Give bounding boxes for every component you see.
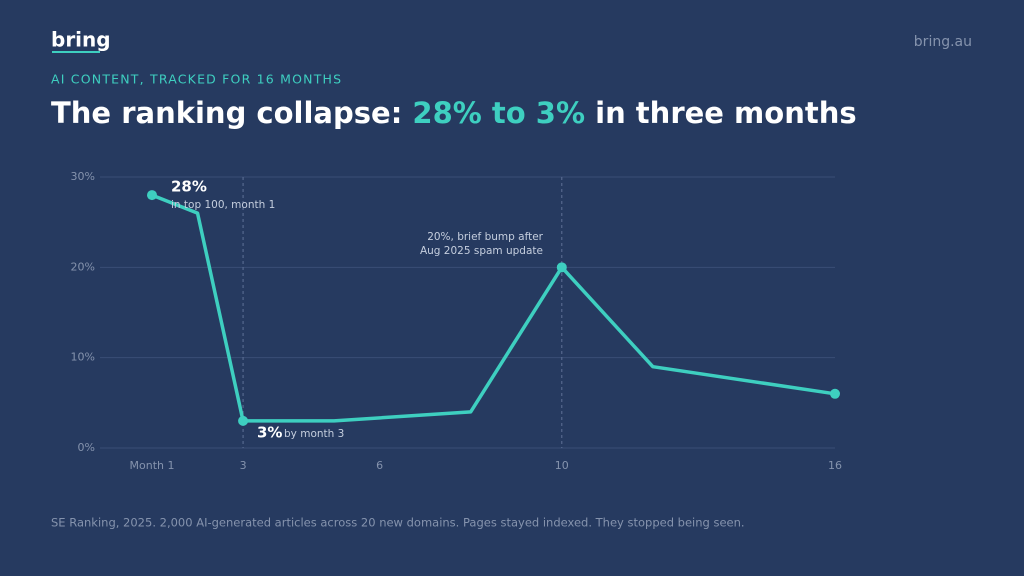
marker — [147, 190, 157, 201]
x-tick-label: 6 — [376, 459, 383, 472]
y-tick-label: 30% — [71, 170, 95, 183]
y-tick-label: 20% — [71, 260, 95, 273]
annotation-label: 28% — [171, 178, 207, 196]
marker — [238, 415, 249, 426]
title-part: The ranking collapse: — [51, 96, 412, 130]
annotation-note: Aug 2025 spam update — [420, 245, 543, 257]
title-highlight: 28% to 3% — [412, 96, 585, 130]
source: SE Ranking, 2025. 2,000 AI-generated art… — [51, 516, 745, 530]
y-tick-label: 0% — [78, 441, 95, 454]
x-tick-label: Month 1 — [130, 459, 175, 472]
plot: 0% 10% 20% 30% Month 1 3 6 10 16 — [71, 170, 842, 472]
logo: bring — [51, 28, 111, 52]
chart-title: The ranking collapse: 28% to 3% in three… — [51, 96, 857, 130]
x-tick-label: 3 — [240, 459, 247, 472]
x-tick-label: 10 — [555, 459, 569, 472]
annotation-note: 20%, brief bump after — [427, 231, 543, 243]
y-tick-label: 10% — [71, 351, 95, 364]
marker — [830, 388, 840, 399]
chart-subtitle: AI CONTENT, TRACKED FOR 16 MONTHS — [51, 72, 342, 87]
x-tick-label: 16 — [828, 459, 842, 472]
annotation-note: by month 3 — [284, 428, 344, 440]
annotation-note: in top 100, month 1 — [171, 199, 275, 211]
line — [151, 193, 836, 423]
marker — [556, 262, 567, 273]
site: bring.au — [914, 34, 972, 50]
annotation-label: 3% — [257, 424, 282, 442]
title-part: in three months — [585, 96, 857, 130]
